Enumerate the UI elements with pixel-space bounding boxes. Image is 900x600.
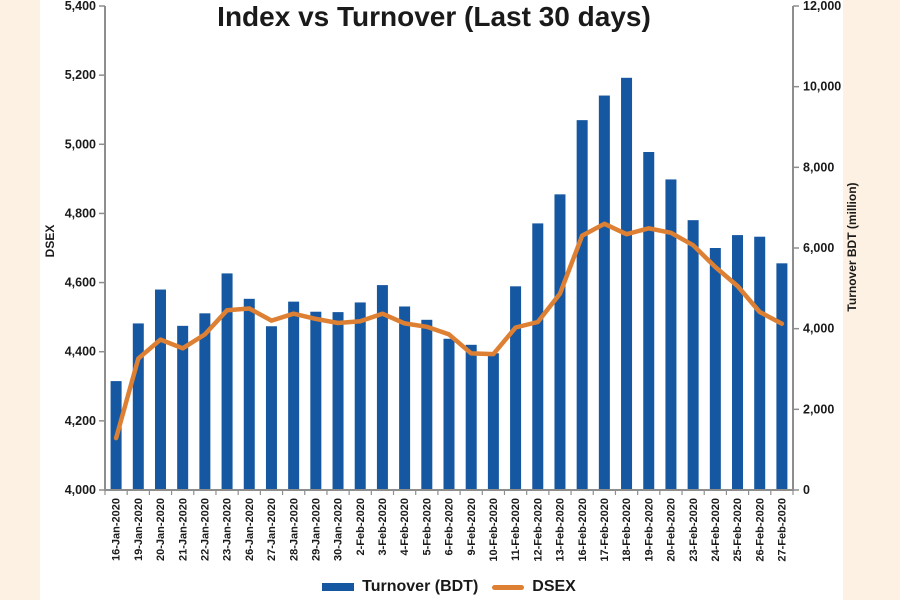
date-label: 18-Feb-2020 <box>621 498 633 562</box>
date-label: 4-Feb-2020 <box>399 498 411 555</box>
date-label: 16-Feb-2020 <box>577 498 589 562</box>
left-tick-label: 5,200 <box>65 68 96 82</box>
bar-20-Jan-2020 <box>154 289 166 490</box>
bar-6-Feb-2020 <box>443 338 455 490</box>
legend-label-turnover: Turnover (BDT) <box>362 578 479 595</box>
legend-swatch-turnover-bar <box>322 583 355 591</box>
chart-panel <box>40 0 843 600</box>
left-tick-label: 4,400 <box>65 345 96 359</box>
bar-24-Feb-2020 <box>709 248 721 490</box>
bar-27-Feb-2020 <box>776 263 788 490</box>
bar-11-Feb-2020 <box>510 286 522 490</box>
bar-27-Jan-2020 <box>265 326 277 490</box>
bar-3-Feb-2020 <box>376 285 388 490</box>
left-tick-label: 4,600 <box>65 276 96 290</box>
date-label: 27-Jan-2020 <box>266 498 278 561</box>
right-tick-label: 2,000 <box>803 402 834 416</box>
bar-19-Jan-2020 <box>132 323 144 490</box>
date-label: 19-Jan-2020 <box>133 498 145 561</box>
date-label: 27-Feb-2020 <box>777 498 789 562</box>
date-label: 13-Feb-2020 <box>555 498 567 562</box>
bar-19-Feb-2020 <box>643 152 655 491</box>
bar-17-Feb-2020 <box>598 95 610 490</box>
date-label: 28-Jan-2020 <box>288 498 300 561</box>
date-label: 5-Feb-2020 <box>421 498 433 555</box>
date-label: 24-Feb-2020 <box>710 498 722 562</box>
bar-10-Feb-2020 <box>487 353 499 490</box>
bar-26-Jan-2020 <box>243 298 255 490</box>
date-label: 19-Feb-2020 <box>643 498 655 562</box>
bar-22-Jan-2020 <box>199 313 211 490</box>
date-label: 6-Feb-2020 <box>444 498 456 555</box>
date-label: 2-Feb-2020 <box>355 498 367 555</box>
bar-23-Jan-2020 <box>221 273 233 490</box>
date-label: 29-Jan-2020 <box>310 498 322 561</box>
right-tick-label: 4,000 <box>803 322 834 336</box>
dsex-line <box>113 221 785 441</box>
date-label: 22-Jan-2020 <box>200 498 212 561</box>
bar-4-Feb-2020 <box>399 306 411 490</box>
bar-13-Feb-2020 <box>554 194 566 490</box>
bar-28-Jan-2020 <box>288 301 300 490</box>
date-label: 23-Jan-2020 <box>222 498 234 561</box>
date-label: 21-Jan-2020 <box>177 498 189 561</box>
chart-title: Index vs Turnover (Last 30 days) <box>217 1 651 32</box>
date-label: 16-Jan-2020 <box>111 498 123 561</box>
bar-16-Feb-2020 <box>576 120 588 490</box>
date-label: 25-Feb-2020 <box>732 498 744 562</box>
bar-23-Feb-2020 <box>687 220 699 491</box>
left-tick-label: 5,400 <box>65 0 96 13</box>
right-tick-label: 8,000 <box>803 160 834 174</box>
bar-21-Jan-2020 <box>177 325 189 490</box>
left-tick-label: 5,000 <box>65 137 96 151</box>
bar-12-Feb-2020 <box>532 223 544 490</box>
bar-30-Jan-2020 <box>332 312 344 490</box>
date-label: 26-Feb-2020 <box>754 498 766 562</box>
date-label: 12-Feb-2020 <box>532 498 544 562</box>
right-tick-label: 6,000 <box>803 241 834 255</box>
right-tick-label: 10,000 <box>803 80 841 94</box>
bar-29-Jan-2020 <box>310 311 322 490</box>
legend-label-dsex: DSEX <box>532 578 576 595</box>
date-label: 20-Feb-2020 <box>666 498 678 562</box>
legend-item-turnover: Turnover (BDT) <box>322 578 478 596</box>
bar-26-Feb-2020 <box>754 236 766 490</box>
bar-2-Feb-2020 <box>354 302 366 490</box>
right-tick-label: 12,000 <box>803 0 841 13</box>
left-tick-label: 4,000 <box>65 483 96 497</box>
date-label: 23-Feb-2020 <box>688 498 700 562</box>
date-label: 26-Jan-2020 <box>244 498 256 561</box>
date-label: 17-Feb-2020 <box>599 498 611 562</box>
date-label: 30-Jan-2020 <box>333 498 345 561</box>
bar-5-Feb-2020 <box>421 319 433 490</box>
legend-swatch-dsex-line <box>492 584 525 590</box>
left-tick-label: 4,800 <box>65 206 96 220</box>
bar-18-Feb-2020 <box>621 77 633 490</box>
bar-25-Feb-2020 <box>732 235 744 490</box>
legend-item-dsex: DSEX <box>492 578 576 596</box>
right-tick-label: 0 <box>803 483 810 497</box>
date-label: 20-Jan-2020 <box>155 498 167 561</box>
date-label: 10-Feb-2020 <box>488 498 500 562</box>
date-label: 3-Feb-2020 <box>377 498 389 555</box>
bar-20-Feb-2020 <box>665 179 677 490</box>
left-tick-label: 4,200 <box>65 414 96 428</box>
date-label: 11-Feb-2020 <box>510 498 522 561</box>
bar-9-Feb-2020 <box>465 344 477 490</box>
date-label: 9-Feb-2020 <box>466 498 478 555</box>
legend: Turnover (BDT) DSEX <box>105 578 793 596</box>
